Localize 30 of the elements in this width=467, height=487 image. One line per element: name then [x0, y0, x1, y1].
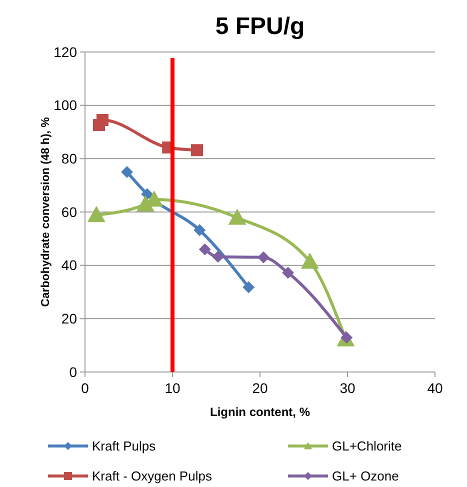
y-tick-label: 100 [54, 97, 78, 114]
y-tick-label: 40 [61, 257, 78, 274]
legend-label: Kraft Pulps [92, 438, 156, 454]
x-tick-label: 20 [252, 380, 268, 396]
y-tick-label: 0 [69, 364, 78, 380]
y-tick-label: 20 [61, 310, 78, 327]
point [87, 206, 106, 222]
y-axis-title: Carbohydrate conversion (48 h), % [40, 117, 52, 307]
point [194, 224, 206, 236]
point [212, 250, 224, 263]
point [282, 266, 294, 279]
point [228, 208, 246, 225]
legend-label: Kraft - Oxygen Pulps [92, 468, 212, 484]
legend-label: GL+Chlorite [332, 438, 402, 454]
legend-label: GL+ Ozone [332, 468, 399, 484]
point [198, 243, 211, 256]
point [191, 144, 203, 156]
point [300, 252, 319, 269]
point [121, 166, 133, 178]
y-tick-label: 120 [54, 44, 78, 60]
x-tick-label: 0 [81, 380, 90, 396]
chart-title: 5 FPU/g [215, 13, 305, 40]
x-tick-label: 10 [164, 380, 180, 396]
x-axis-title: Lignin content, % [210, 405, 310, 419]
point [242, 281, 255, 294]
x-tick-label: 30 [340, 380, 356, 396]
x-tick-label: 40 [427, 380, 443, 396]
y-tick-label: 80 [61, 150, 78, 167]
y-tick-label: 60 [61, 204, 78, 220]
point [258, 251, 270, 264]
